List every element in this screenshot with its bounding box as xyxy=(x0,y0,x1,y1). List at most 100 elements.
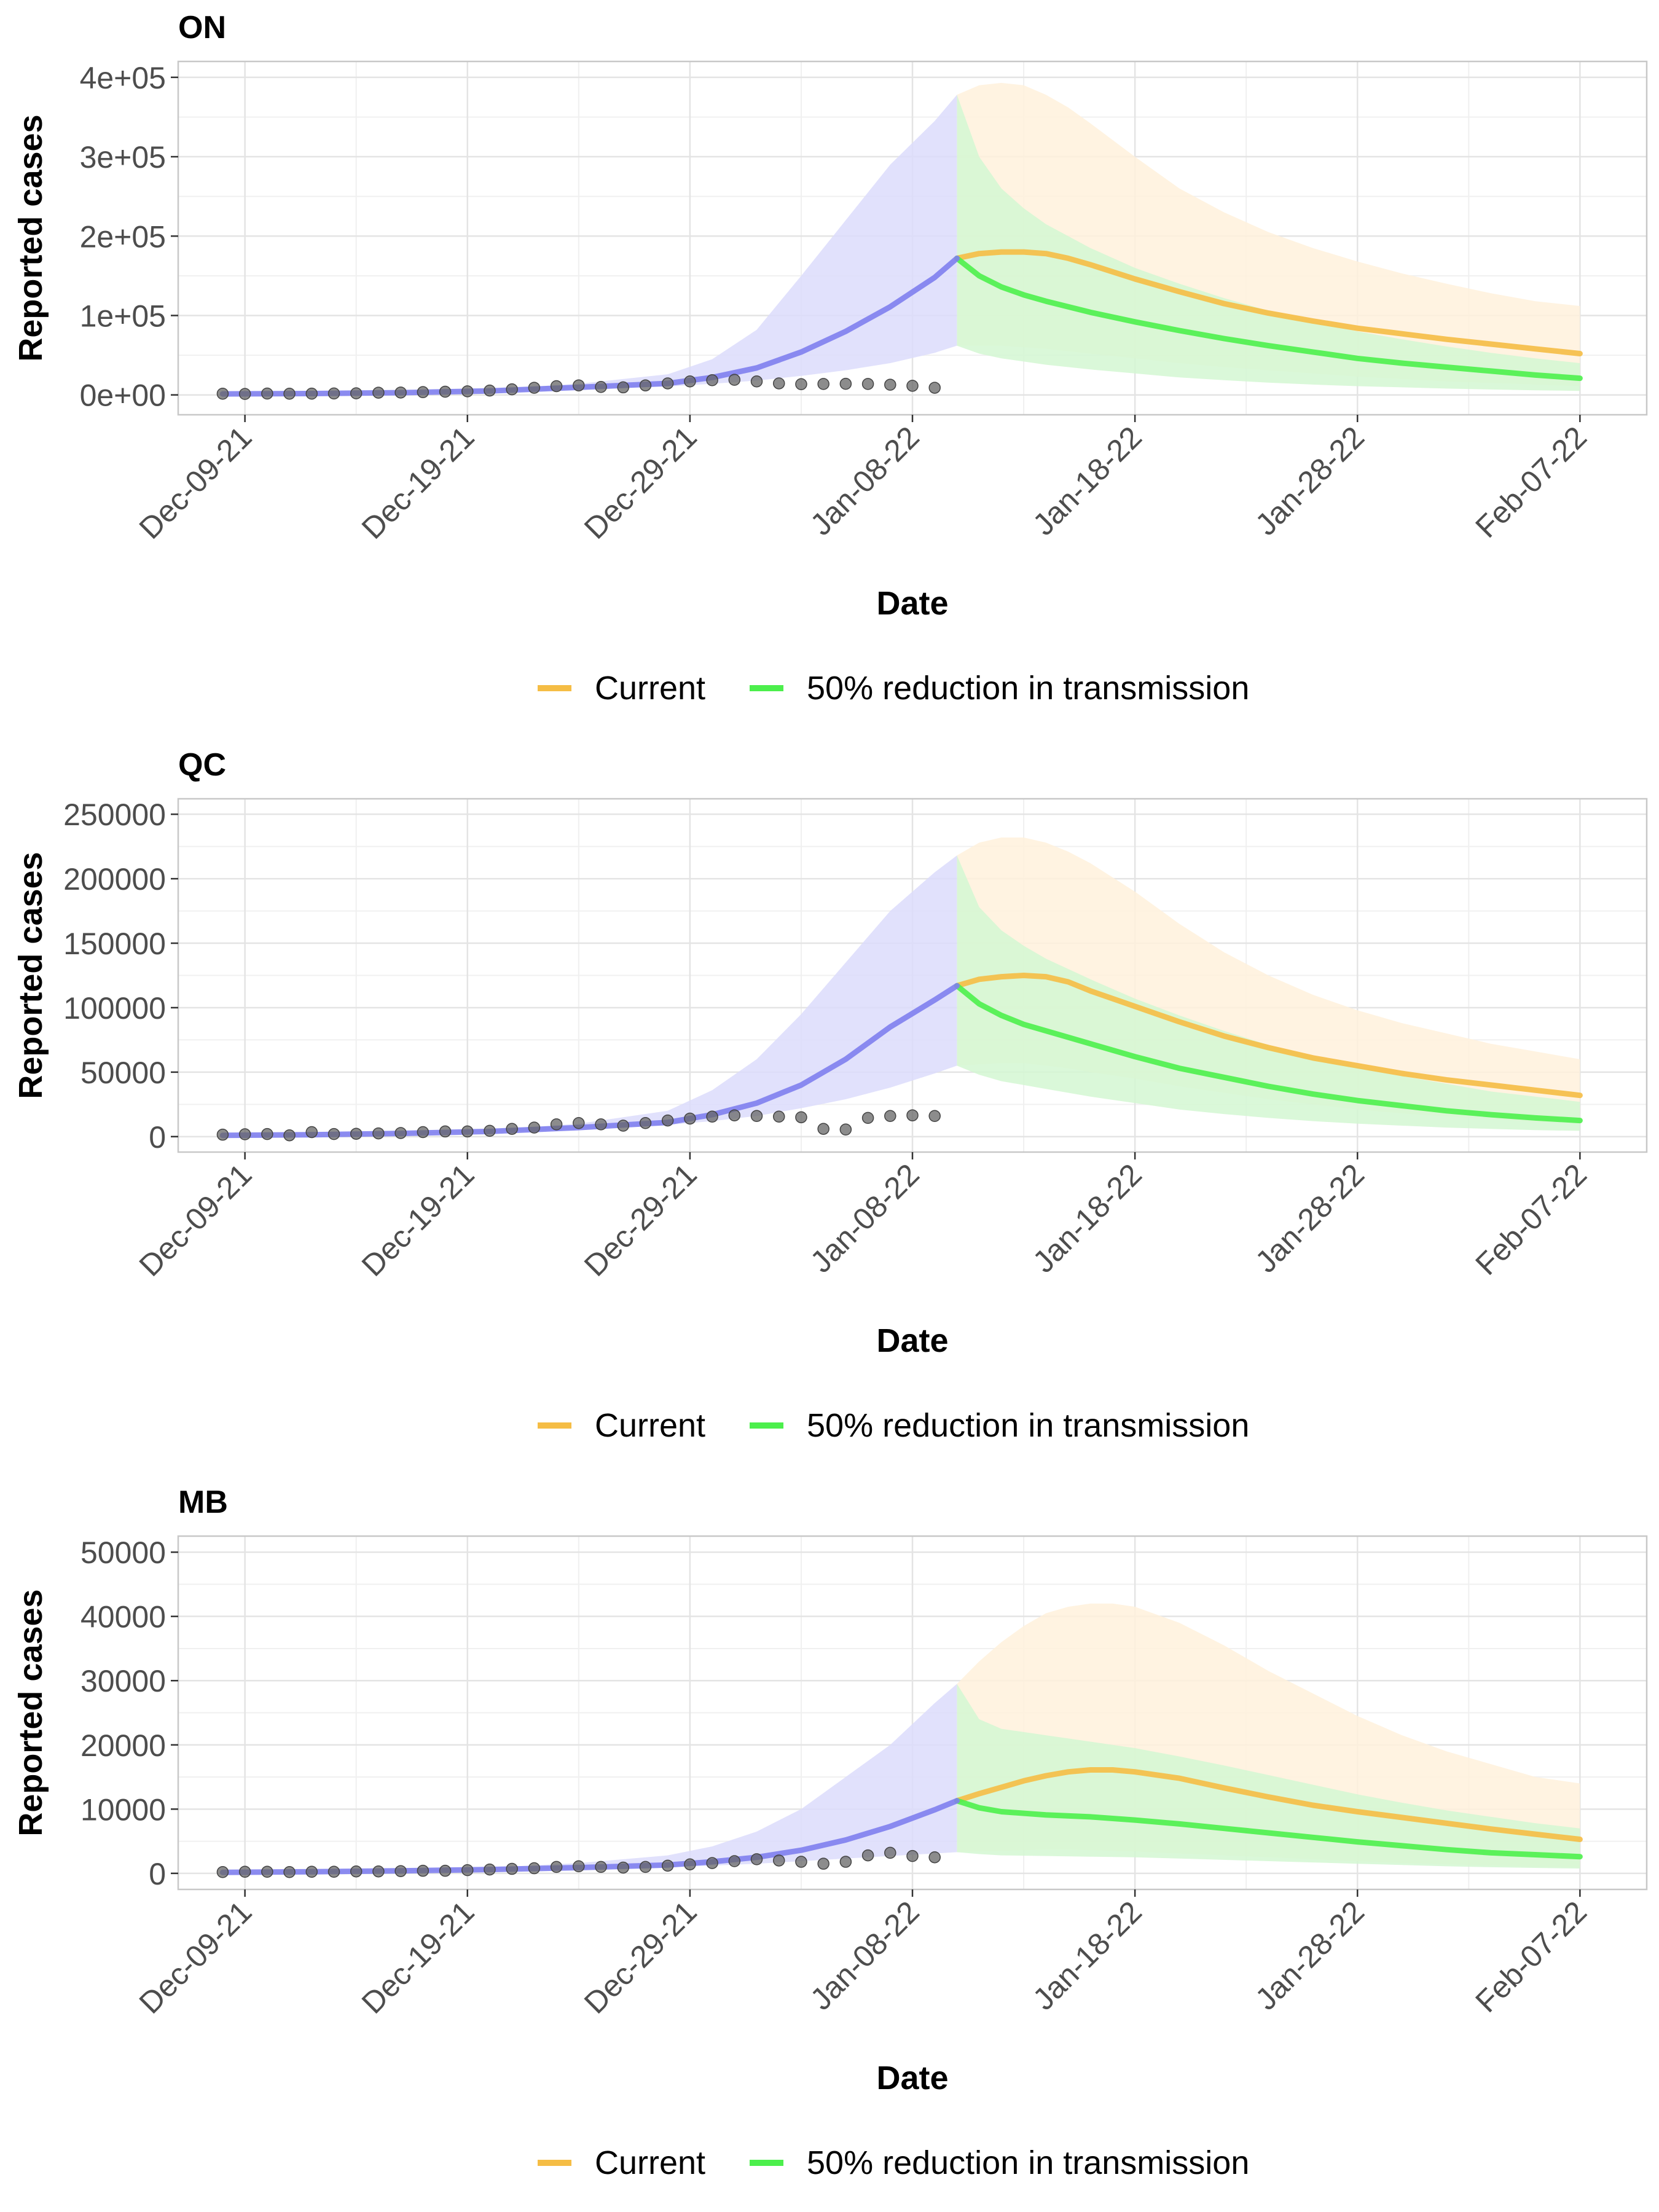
observed-point xyxy=(639,1117,652,1129)
x-tick-label: Jan-08-22 xyxy=(804,1157,926,1279)
observed-point xyxy=(817,1123,830,1135)
y-tick-label: 150000 xyxy=(63,927,166,961)
y-tick-label: 1e+05 xyxy=(80,299,166,333)
observed-point xyxy=(906,1849,919,1862)
y-tick-label: 50000 xyxy=(80,1535,166,1570)
observed-point xyxy=(884,378,896,391)
observed-point xyxy=(216,1128,229,1141)
reduction-band xyxy=(957,855,1580,1131)
x-tick-label: Dec-29-21 xyxy=(578,420,704,546)
observed-point xyxy=(573,1117,585,1129)
legend-label-reduction: 50% reduction in transmission xyxy=(807,2144,1249,2181)
observed-point xyxy=(795,1856,807,1868)
y-tick-label: 50000 xyxy=(80,1056,166,1090)
observed-point xyxy=(372,1127,385,1140)
observed-point xyxy=(484,1863,496,1876)
observed-point xyxy=(795,378,807,391)
observed-point xyxy=(550,1118,563,1131)
x-tick-label: Jan-18-22 xyxy=(1026,1157,1148,1279)
observed-point xyxy=(417,1864,429,1877)
observed-point xyxy=(661,1859,674,1872)
legend: Current 50% reduction in transmission xyxy=(538,670,1249,707)
observed-point xyxy=(750,1110,763,1122)
x-tick-label: Dec-19-21 xyxy=(355,1894,481,2020)
observed-point xyxy=(372,386,385,399)
observed-point xyxy=(617,1120,629,1132)
observed-point xyxy=(928,1110,941,1122)
y-tick-label: 100000 xyxy=(63,991,166,1026)
y-tick-label: 0e+00 xyxy=(80,378,166,413)
y-tick-label: 250000 xyxy=(63,798,166,832)
current-line xyxy=(954,973,1583,1099)
observed-point xyxy=(394,1127,407,1139)
observed-point xyxy=(617,381,629,394)
panel-title: QC xyxy=(178,747,226,783)
observed-point xyxy=(305,1126,318,1139)
x-tick-label: Dec-09-21 xyxy=(133,1894,259,2020)
observed-point xyxy=(550,1861,563,1873)
observed-point xyxy=(394,386,407,399)
observed-point xyxy=(817,1857,830,1870)
y-axis-title: Reported cases xyxy=(12,852,49,1099)
observed-point xyxy=(661,1114,674,1127)
panel-mb: MB 0 10000 20000 30000 40000 50000 Dec-09-21 Dec… xyxy=(12,1484,1648,2181)
legend-label-current: Current xyxy=(595,670,705,707)
observed-point xyxy=(283,388,296,400)
observed-point xyxy=(906,1109,919,1121)
observed-point xyxy=(261,1865,273,1878)
observed-point xyxy=(528,382,541,394)
observed-point xyxy=(884,1110,896,1122)
x-tick-label: Jan-28-22 xyxy=(1249,420,1371,542)
reduction-line xyxy=(954,1798,1583,1860)
observed-point xyxy=(595,381,607,393)
observed-point xyxy=(772,1110,785,1123)
y-tick-label: 30000 xyxy=(80,1664,166,1698)
y-tick-label: 0 xyxy=(149,1120,166,1155)
y-tick-label: 4e+05 xyxy=(80,61,166,95)
observed-point xyxy=(928,1851,941,1864)
observed-point xyxy=(839,377,852,390)
panel-qc: QC 0 50000 100000 150000 200000 250000 Dec-09-2… xyxy=(12,747,1648,1444)
observed-point xyxy=(305,387,318,400)
y-tick-label: 0 xyxy=(149,1857,166,1891)
observed-point xyxy=(684,375,696,388)
observed-point xyxy=(528,1121,541,1134)
fit-band xyxy=(222,1684,957,1873)
observed-point xyxy=(795,1111,807,1124)
y-axis-title: Reported cases xyxy=(12,114,49,361)
observed-point xyxy=(484,1124,496,1137)
observed-point xyxy=(639,1861,652,1873)
x-tick-label: Jan-18-22 xyxy=(1026,1894,1148,2017)
observed-point xyxy=(928,382,941,394)
x-tick-label: Dec-09-21 xyxy=(133,1157,259,1283)
observed-point xyxy=(439,1864,452,1877)
observed-point xyxy=(506,1862,518,1875)
observed-point xyxy=(595,1118,607,1131)
observed-point xyxy=(506,1123,518,1135)
y-tick-label: 10000 xyxy=(80,1792,166,1827)
x-tick-label: Feb-07-22 xyxy=(1469,1894,1593,2019)
x-tick-label: Jan-28-22 xyxy=(1249,1157,1371,1279)
observed-point xyxy=(573,379,585,391)
observed-point xyxy=(906,380,919,392)
observed-point xyxy=(861,378,874,390)
x-tick-label: Jan-08-22 xyxy=(804,1894,926,2017)
observed-point xyxy=(461,1864,474,1877)
observed-point xyxy=(238,388,251,400)
observed-point xyxy=(394,1865,407,1877)
x-tick-label: Dec-29-21 xyxy=(578,1157,704,1283)
observed-point xyxy=(327,387,340,400)
x-tick-label: Jan-08-22 xyxy=(804,420,926,542)
legend-label-current: Current xyxy=(595,2144,705,2181)
reduction-line xyxy=(954,982,1583,1124)
observed-point xyxy=(884,1846,896,1859)
observed-point xyxy=(639,379,652,391)
observed-point xyxy=(216,1866,229,1878)
observed-point xyxy=(327,1128,340,1140)
observed-point xyxy=(461,385,474,398)
observed-point xyxy=(839,1856,852,1868)
observed-point xyxy=(372,1865,385,1878)
observed-point xyxy=(706,1857,718,1869)
observed-point xyxy=(417,1126,429,1139)
